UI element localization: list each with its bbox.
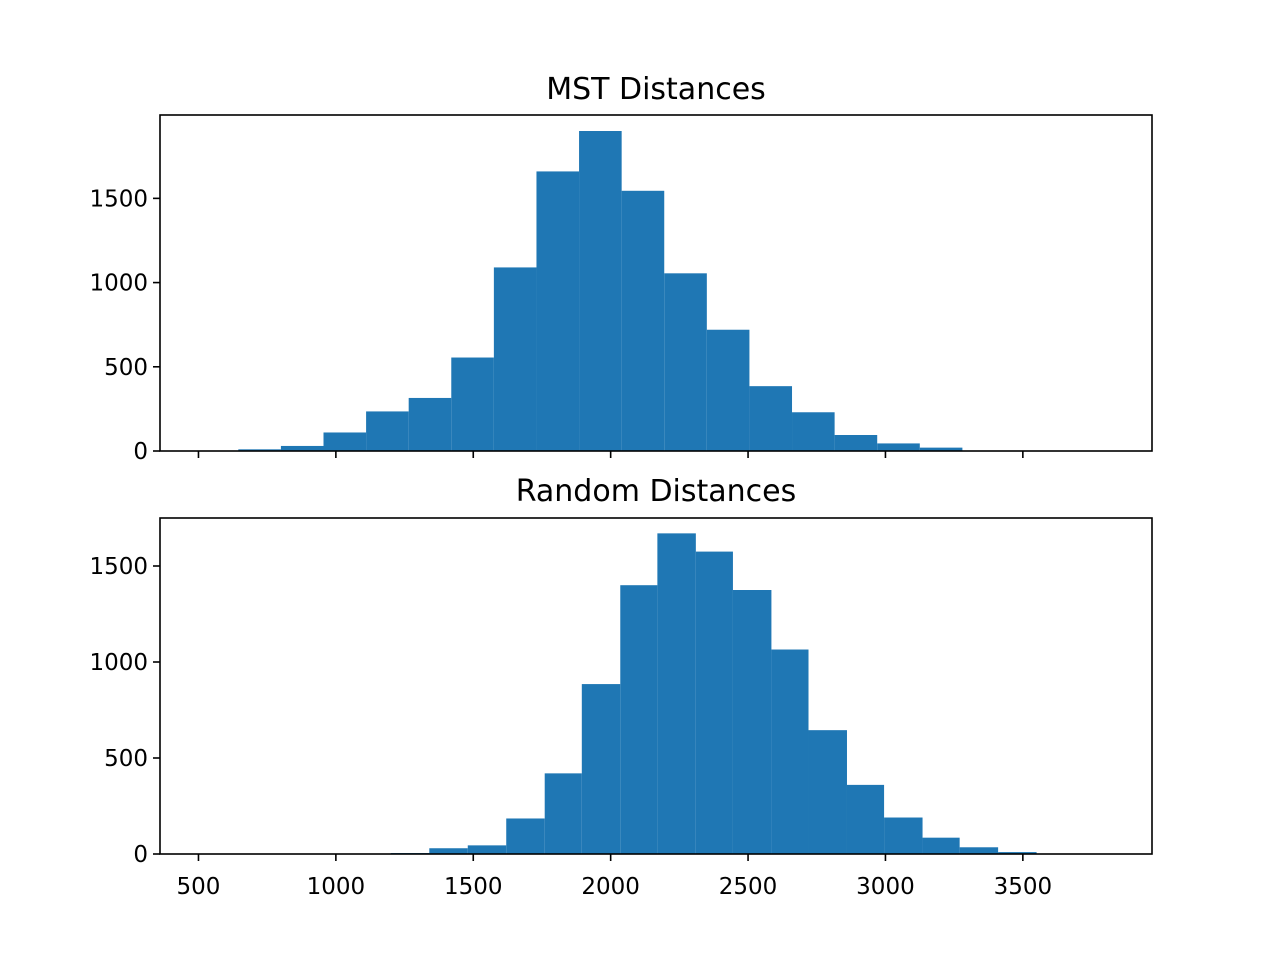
y-axis-ticks: 0 500 1000 1500 [89,554,160,868]
x-tick-label: 1500 [444,874,503,900]
histogram-bar [706,329,750,451]
histogram-bar [732,590,772,854]
histogram-bar [408,397,452,451]
histogram-bar [493,267,537,451]
histogram-bar [695,551,733,854]
histogram-bar [621,190,665,451]
x-tick-label: 2500 [719,874,778,900]
histogram-bar [922,837,960,854]
y-tick-label: 1500 [89,186,148,212]
histogram-bar [544,773,582,854]
x-tick-label: 500 [177,874,221,900]
x-tick-label: 3500 [994,874,1053,900]
histogram-bar [657,533,696,854]
histogram-bar [877,443,920,451]
chart-title: MST Distances [546,72,766,107]
histogram-bar [451,357,494,451]
histogram-bar [238,449,281,451]
y-tick-label: 1000 [89,271,148,297]
y-tick-label: 0 [133,842,148,868]
histogram-bar [998,852,1037,854]
y-tick-label: 500 [104,746,148,772]
axes-frame [159,517,1153,855]
y-tick-label: 500 [104,355,148,381]
x-tick-label: 3000 [856,874,915,900]
histogram-bars [390,533,1037,854]
histogram-bar [771,649,809,854]
histogram-bar [467,845,507,854]
x-tick-label: 2000 [581,874,640,900]
histogram-bars [238,131,963,451]
y-tick-label: 0 [133,439,148,465]
x-tick-label: 1000 [307,874,366,900]
histogram-bar [846,784,885,854]
histogram-bar [959,847,999,854]
histogram-bar [792,412,835,451]
histogram-bar [834,435,878,451]
random-distances-panel: Random Distances 0 500 1000 1500 500 1000 150… [89,474,1153,900]
histogram-bar [579,131,622,451]
histogram-bar [323,432,367,451]
histogram-bar [581,684,621,854]
x-axis-ticks: 500 1000 1500 2000 2500 3000 3500 [177,854,1053,900]
histogram-bar [620,585,658,854]
histogram-bar [506,818,545,854]
y-tick-label: 1500 [89,554,148,580]
chart-title: Random Distances [516,474,797,509]
mst-distances-panel: MST Distances 0 500 1000 1500 [89,72,1153,465]
histogram-bar [664,273,707,451]
histogram-bar [749,386,793,451]
histogram-bar [429,848,468,854]
y-tick-label: 1000 [89,650,148,676]
y-axis-ticks: 0 500 1000 1500 [89,186,160,465]
histogram-bar [884,817,923,854]
histogram-bar [536,171,580,451]
axes-frame [159,114,1153,452]
histogram-bar [280,445,324,451]
histogram-bar [366,411,409,451]
histogram-bar [808,730,847,854]
x-axis-ticks [197,451,1024,458]
histogram-bar [919,447,963,451]
